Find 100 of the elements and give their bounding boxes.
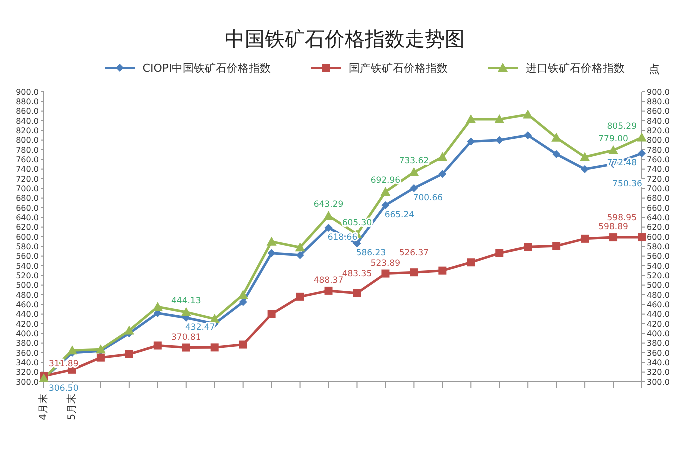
point [608, 145, 619, 154]
point [268, 249, 276, 258]
point [580, 152, 590, 162]
point [324, 286, 333, 295]
point [610, 234, 618, 242]
y2-tick-label: 400.0 [647, 330, 670, 339]
point [552, 132, 562, 142]
point [552, 242, 561, 250]
data-label: 306.50 [49, 384, 79, 394]
point [524, 243, 532, 252]
y-tick-label: 320.0 [16, 368, 39, 378]
y-tick-label: 780.0 [16, 146, 39, 155]
y2-tick-label: 440.0 [647, 310, 670, 320]
point [295, 242, 306, 252]
y-tick-label: 480.0 [16, 290, 39, 300]
point [67, 346, 78, 355]
y2-tick-label: 600.0 [647, 232, 670, 242]
y-tick-label: 400.0 [16, 330, 39, 339]
y2-tick-label: 500.0 [647, 281, 670, 290]
legend-label: 国产铁矿石价格指数 [349, 60, 448, 76]
y-tick-label: 300.0 [16, 378, 39, 387]
x-tick-label: 4月末 [38, 394, 50, 420]
y-tick-label: 440.0 [16, 310, 39, 320]
y2-tick-label: 640.0 [647, 214, 670, 223]
data-label: 779.00 [598, 134, 628, 144]
point [467, 138, 476, 146]
y-tick-label: 640.0 [16, 214, 39, 223]
y-tick-label: 720.0 [16, 174, 39, 184]
y2-tick-label: 420.0 [647, 320, 670, 329]
y-tick-label: 540.0 [16, 262, 39, 271]
point [438, 170, 447, 178]
point [581, 234, 590, 243]
y-tick-label: 460.0 [16, 300, 39, 310]
y-tick-label: 500.0 [16, 281, 39, 290]
point [124, 326, 134, 335]
y2-tick-label: 680.0 [647, 194, 670, 204]
y2-tick-label: 900.0 [647, 88, 670, 97]
point [524, 132, 532, 140]
point [380, 187, 391, 196]
y2-tick-label: 700.0 [647, 184, 670, 194]
data-label: 488.37 [314, 276, 344, 286]
point [382, 201, 390, 210]
point [266, 236, 277, 246]
y2-tick-label: 860.0 [647, 107, 670, 116]
point [638, 234, 646, 242]
y2-tick-label: 840.0 [647, 116, 670, 126]
point [410, 268, 418, 277]
point [466, 114, 476, 124]
y-tick-label: 860.0 [16, 107, 39, 116]
point [638, 150, 646, 158]
point [125, 350, 134, 358]
data-label: 483.35 [342, 269, 372, 280]
point [353, 289, 362, 298]
point [494, 114, 505, 124]
point [96, 354, 105, 362]
point [382, 270, 390, 278]
y2-tick-label: 780.0 [647, 146, 670, 155]
point [438, 152, 448, 162]
y2-tick-label: 800.0 [647, 136, 670, 146]
y-tick-label: 360.0 [16, 348, 39, 358]
y2-tick-label: 380.0 [647, 339, 670, 348]
point [181, 307, 192, 316]
data-label: 750.36 [612, 179, 642, 190]
y-tick-label: 840.0 [16, 116, 39, 126]
y2-tick-label: 880.0 [647, 98, 670, 107]
point [496, 136, 504, 144]
y2-tick-label: 760.0 [647, 156, 670, 165]
data-label: 523.89 [370, 258, 401, 269]
y-tick-label: 340.0 [16, 358, 39, 368]
y2-axis-title: 点 [649, 62, 660, 77]
chart-title: 中国铁矿石价格指数走势图 [224, 26, 466, 53]
point [152, 302, 163, 312]
point [324, 211, 334, 220]
y-tick-label: 760.0 [16, 156, 39, 165]
y2-tick-label: 460.0 [647, 300, 670, 310]
data-label: 733.62 [399, 156, 430, 166]
y-tick-label: 680.0 [16, 194, 39, 204]
y2-tick-label: 520.0 [647, 272, 670, 281]
y2-tick-label: 540.0 [647, 262, 670, 271]
y2-tick-label: 560.0 [647, 252, 670, 262]
y-tick-label: 380.0 [16, 339, 39, 348]
point [324, 224, 333, 232]
data-label: 643.29 [314, 200, 344, 210]
data-label: 598.95 [607, 214, 637, 224]
y-tick-label: 620.0 [16, 223, 39, 232]
y-tick-label: 880.0 [16, 98, 39, 107]
y2-tick-label: 660.0 [647, 204, 670, 213]
y-tick-label: 420.0 [16, 320, 39, 329]
y2-tick-label: 340.0 [647, 358, 670, 368]
point [467, 258, 476, 267]
point [523, 110, 534, 119]
point [182, 344, 190, 352]
point [552, 150, 561, 158]
point [238, 290, 248, 299]
y-tick-label: 660.0 [16, 204, 39, 213]
y2-tick-label: 620.0 [647, 223, 670, 232]
point [210, 344, 219, 352]
data-label: 665.24 [384, 210, 415, 220]
point [268, 310, 276, 318]
point [496, 249, 504, 258]
